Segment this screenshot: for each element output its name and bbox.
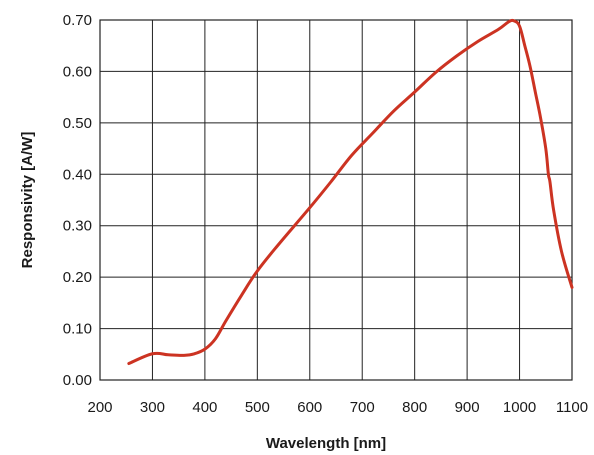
y-tick-label: 0.40 bbox=[63, 166, 92, 183]
plot-area bbox=[127, 18, 574, 366]
x-tick-label: 1100 bbox=[556, 399, 588, 416]
y-tick-label: 0.00 bbox=[63, 372, 92, 389]
x-tick-label: 300 bbox=[140, 399, 165, 416]
x-tick-label: 200 bbox=[87, 399, 112, 416]
y-tick-label: 0.30 bbox=[63, 218, 92, 235]
tick-labels: 200 300 400 500 600 700 800 900 1000 1100 0.00 0.10… bbox=[63, 12, 588, 416]
y-tick-label: 0.20 bbox=[63, 269, 92, 286]
y-tick-label: 0.10 bbox=[63, 321, 92, 338]
y-axis-title: Responsivity [A/W] bbox=[19, 132, 36, 269]
x-tick-label: 800 bbox=[402, 399, 427, 416]
plot-frame bbox=[99, 19, 573, 381]
x-tick-label: 500 bbox=[245, 399, 270, 416]
y-tick-label: 0.60 bbox=[63, 63, 92, 80]
x-tick-label: 400 bbox=[192, 399, 217, 416]
y-tick-label: 0.50 bbox=[63, 115, 92, 132]
x-tick-label: 700 bbox=[350, 399, 375, 416]
x-tick-label: 1000 bbox=[503, 399, 536, 416]
x-axis-title: Wavelength [nm] bbox=[266, 435, 386, 452]
x-tick-label: 600 bbox=[297, 399, 322, 416]
grid bbox=[99, 19, 573, 381]
x-tick-label: 900 bbox=[455, 399, 480, 416]
responsivity-line bbox=[127, 18, 574, 366]
y-tick-label: 0.70 bbox=[63, 12, 92, 29]
